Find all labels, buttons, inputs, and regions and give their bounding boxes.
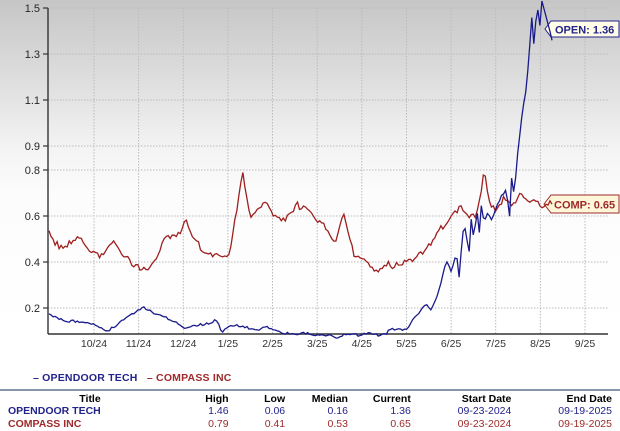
svg-text:2/25: 2/25 [262,338,283,350]
svg-text:1/25: 1/25 [218,338,239,350]
svg-text:10/24: 10/24 [81,338,107,350]
svg-text:1.3: 1.3 [25,49,40,61]
svg-text:11/24: 11/24 [126,338,152,350]
svg-text:OPEN: 1.36: OPEN: 1.36 [555,25,614,37]
svg-text:0.2: 0.2 [25,303,40,315]
svg-text:1.1: 1.1 [25,95,40,107]
svg-text:5/25: 5/25 [396,338,417,350]
svg-text:3/25: 3/25 [307,338,328,350]
svg-text:7/25: 7/25 [485,338,506,350]
svg-text:12/24: 12/24 [170,338,196,350]
svg-text:9/25: 9/25 [575,338,596,350]
svg-text:4/25: 4/25 [352,338,373,350]
svg-text:0.6: 0.6 [25,211,40,223]
svg-text:0.8: 0.8 [25,165,40,177]
svg-text:COMP: 0.65: COMP: 0.65 [554,200,615,212]
svg-text:8/25: 8/25 [530,338,551,350]
svg-text:1.5: 1.5 [25,3,40,15]
svg-text:6/25: 6/25 [441,338,462,350]
svg-text:0.4: 0.4 [25,257,40,269]
svg-text:0.9: 0.9 [25,141,40,153]
